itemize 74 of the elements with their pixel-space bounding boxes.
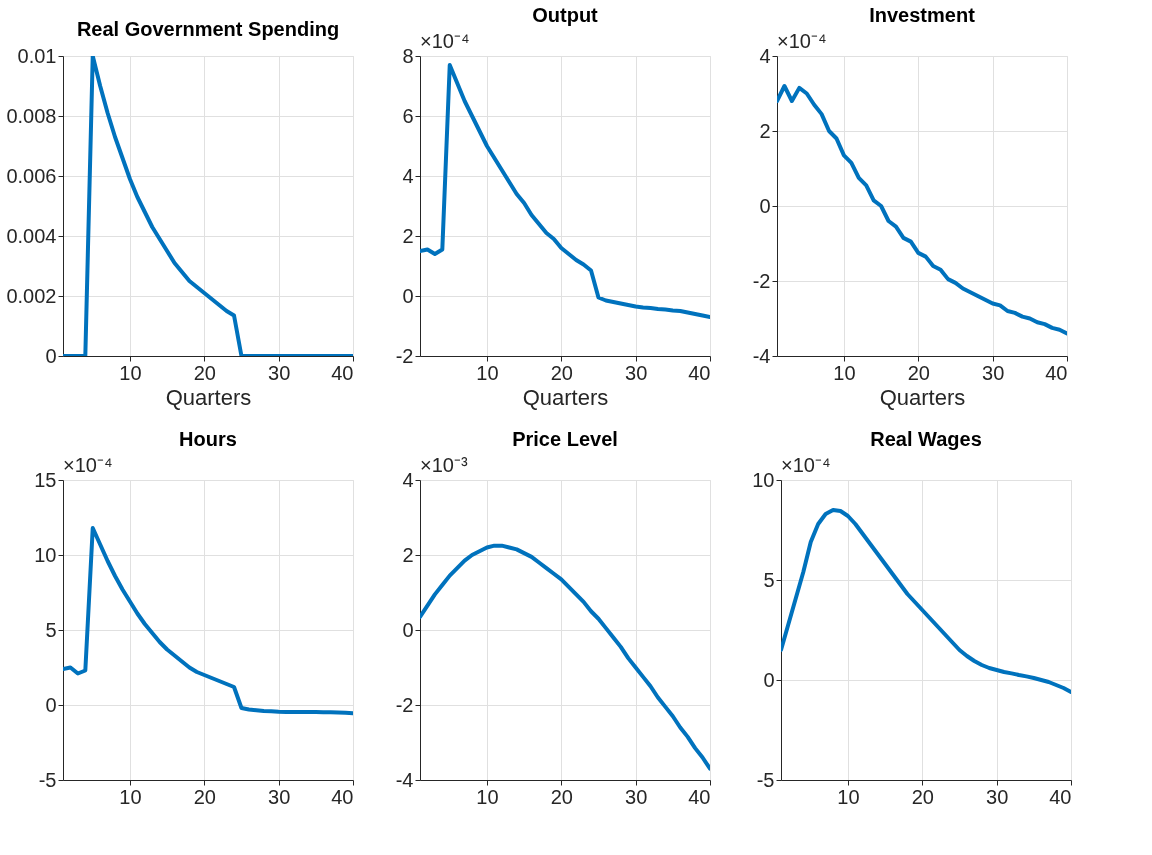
y-tick-label: -4 [752,344,771,367]
y-tick-label: 5 [763,568,775,591]
x-tick-label: 40 [688,785,711,808]
x-tick-label: 20 [911,785,934,808]
y-tick-label: -2 [395,693,414,716]
x-tick-label: 20 [193,361,216,384]
y-tick-label: 0.008 [6,104,57,127]
y-tick-label: 4 [402,164,414,187]
y-tick-label: 2 [402,224,414,247]
x-tick-label: 30 [625,361,648,384]
y-tick-label: 4 [402,468,414,491]
x-tick-label: 30 [268,785,291,808]
x-tick-label: 20 [907,361,930,384]
y-tick-label: 2 [402,543,414,566]
x-axis-title: Quarters [522,384,609,410]
y-tick-label: 6 [402,104,414,127]
y-tick-label: 5 [45,618,57,641]
y-tick-label: -2 [395,344,414,367]
y-tick-label: 0 [759,194,771,217]
y-tick-label: 4 [759,44,771,67]
x-tick-label: 40 [688,361,711,384]
y-tick-label: 0.004 [6,224,57,247]
chart-title: Hours [179,428,237,450]
x-tick-label: 10 [833,361,856,384]
x-tick-label: 10 [476,361,499,384]
x-tick-label: 10 [837,785,860,808]
y-tick-label: 0 [402,284,414,307]
y-tick-label: 0 [45,344,57,367]
line-series [63,526,353,716]
line-series [777,84,1067,336]
y-tick-label: 0 [45,693,57,716]
x-tick-label: 20 [550,361,573,384]
y-tick-label: 0.002 [6,284,57,307]
y-tick-label: 8 [402,44,414,67]
x-tick-label: 30 [982,361,1005,384]
x-tick-label: 40 [1045,361,1068,384]
line-series [420,543,710,771]
x-tick-label: 30 [986,785,1009,808]
y-tick-label: -5 [756,768,775,791]
x-tick-label: 10 [119,785,142,808]
x-axis-title: Quarters [165,384,252,410]
text: ×10⁻³ [420,454,468,476]
y-tick-label: 0 [763,668,775,691]
chart-title: Price Level [512,428,618,450]
y-tick-label: 10 [34,543,57,566]
y-tick-label: 0.006 [6,164,57,187]
x-tick-label: 40 [1049,785,1072,808]
line-series [781,508,1071,694]
text: ×10⁻⁴ [63,454,113,476]
y-tick-label: -5 [38,768,57,791]
x-axis-title: Quarters [879,384,966,410]
line-series [420,63,710,319]
chart-title: Investment [869,4,976,26]
y-tick-label: 0.01 [17,44,57,67]
x-tick-label: 20 [193,785,216,808]
x-tick-label: 10 [119,361,142,384]
y-tick-label: 0 [402,618,414,641]
text: ×10⁻⁴ [781,454,831,476]
text: ×10⁻⁴ [777,30,827,52]
y-tick-label: 2 [759,119,771,142]
y-tick-label: 10 [752,468,775,491]
x-tick-label: 30 [268,361,291,384]
y-tick-label: -4 [395,768,414,791]
y-tick-label: -2 [752,269,771,292]
chart-title: Real Wages [870,428,982,450]
chart-title: Output [532,4,599,26]
chart-title: Real Government Spending [76,18,340,40]
text: ×10⁻⁴ [420,30,470,52]
x-tick-label: 20 [550,785,573,808]
x-tick-label: 40 [331,361,354,384]
x-tick-label: 10 [476,785,499,808]
x-tick-label: 30 [625,785,648,808]
y-tick-label: 15 [34,468,57,491]
x-tick-label: 40 [331,785,354,808]
